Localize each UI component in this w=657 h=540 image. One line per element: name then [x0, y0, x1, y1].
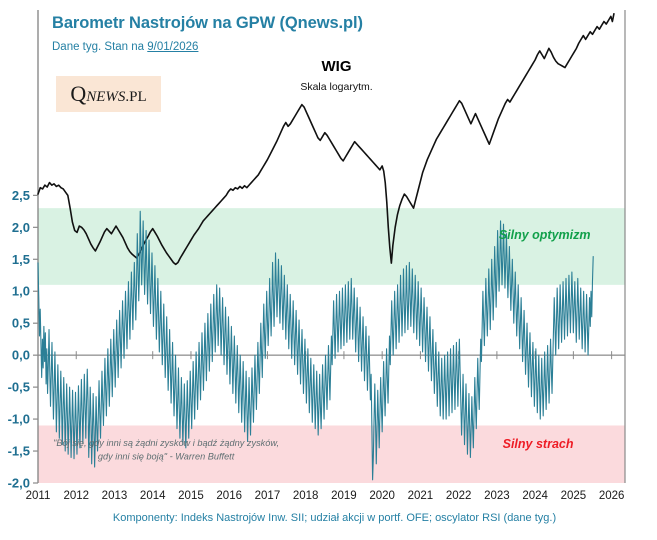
- x-tick-label: 2019: [331, 490, 357, 502]
- page-subtitle: Dane tyg. Stan na 9/01/2026: [52, 41, 198, 53]
- qnews-logo-text: QNEWS.PL: [70, 80, 147, 106]
- y-tick-label: 1,0: [12, 284, 30, 299]
- footer-note: Komponenty: Indeks Nastrojów Inw. SII; u…: [112, 512, 557, 524]
- x-tick-label: 2024: [522, 490, 548, 502]
- qnews-logo: QNEWS.PL: [56, 76, 161, 112]
- x-tick-label: 2020: [369, 490, 395, 502]
- y-tick-label: -2,0: [8, 476, 30, 491]
- x-tick-label: 2026: [599, 490, 625, 502]
- y-tick-label: -0,5: [8, 380, 30, 395]
- buffett-quote-line2: gdy inni się boją" - Warren Buffett: [98, 451, 235, 461]
- y-tick-label: -1,0: [8, 412, 30, 427]
- x-tick-label: 2016: [216, 490, 242, 502]
- y-tick-label: 1,5: [12, 252, 30, 267]
- subtitle-date: 9/01/2026: [147, 41, 199, 53]
- x-tick-label: 2023: [484, 490, 510, 502]
- y-tick-label: 0,5: [12, 316, 30, 331]
- logo-word-news: NEWS: [86, 88, 126, 105]
- x-tick-label: 2011: [26, 490, 51, 502]
- page-title: Barometr Nastrojów na GPW (Qnews.pl): [52, 14, 363, 32]
- x-tick-label: 2017: [255, 490, 281, 502]
- wig-line: [37, 13, 615, 266]
- x-tick-label: 2013: [102, 490, 128, 502]
- logo-suffix-pl: .PL: [125, 88, 147, 105]
- sentiment-oscillator-line: [37, 210, 594, 481]
- y-tick-label: 0,0: [12, 348, 30, 363]
- x-tick-label: 2012: [63, 490, 89, 502]
- band-optimism: [38, 208, 625, 285]
- y-tick-label: -1,5: [8, 444, 30, 459]
- x-tick-label: 2022: [446, 490, 472, 502]
- x-tick-label: 2021: [408, 490, 434, 502]
- logo-letter-q: Q: [70, 80, 87, 106]
- band-fear: [38, 425, 625, 483]
- subtitle-prefix: Dane tyg. Stan na: [52, 41, 148, 53]
- y-tick-label: 2,0: [12, 220, 30, 235]
- band-label-optimism: Silny optymizm: [499, 228, 591, 242]
- wig-scale-note: Skala logarytm.: [300, 81, 373, 93]
- buffett-quote-line1: "Bój się, gdy inni są żądni zysków i bąd…: [53, 438, 279, 448]
- x-tick-label: 2015: [178, 490, 204, 502]
- y-tick-label: 2,5: [12, 188, 30, 203]
- x-tick-label: 2018: [293, 490, 319, 502]
- x-tick-label: 2025: [561, 490, 587, 502]
- band-label-fear: Silny strach: [503, 437, 574, 451]
- x-tick-label: 2014: [140, 490, 166, 502]
- barometr-chart: -2,0 -1,5 -1,0 -0,5 0,0 0,5 1,0 1,5 2,0 2,5 2011 20…: [8, 10, 626, 502]
